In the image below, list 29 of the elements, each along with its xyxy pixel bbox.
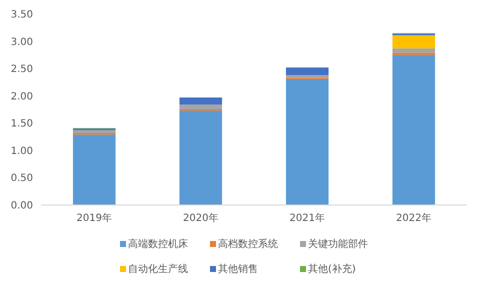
y-tick-label: 3.00 [10,36,33,48]
x-tick-label: 2021年 [290,212,325,224]
y-tick-label: 2.00 [10,91,33,102]
y-tick-label: 0.00 [10,200,33,212]
y-tick-label: 3.50 [10,10,33,20]
bar [179,110,222,205]
bar [286,67,329,76]
bar [286,78,329,205]
x-tick-label: 2019年 [76,212,112,224]
bar [179,97,222,105]
legend-label: 其他(补充) [308,263,356,275]
bar [72,130,116,133]
legend-label: 高档数控系统 [218,238,278,250]
bar [392,35,436,48]
y-tick-label: 2.50 [10,64,33,76]
bar [286,75,329,78]
legend-label: 自动化生产线 [128,263,188,275]
x-tick-label: 2022年 [396,212,432,224]
legend-label: 高端数控机床 [128,238,188,250]
bar [72,134,116,205]
bar [392,48,436,53]
y-tick-label: 1.00 [10,146,33,157]
bar [179,104,222,109]
bar [392,54,436,205]
x-tick-label: 2020年 [183,212,218,224]
legend-label: 关键功能部件 [308,238,368,250]
legend-label: 其他销售 [218,263,258,275]
y-tick-label: 1.50 [10,118,33,130]
y-tick-label: 0.50 [10,173,33,184]
